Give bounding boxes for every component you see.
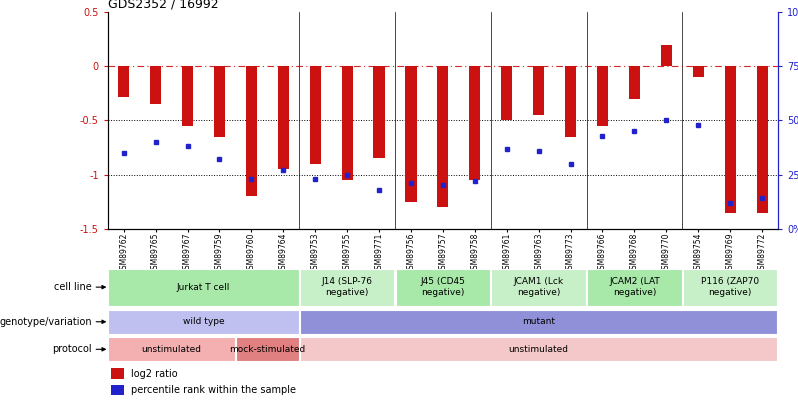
Bar xyxy=(109,310,298,334)
Bar xyxy=(111,385,124,395)
Bar xyxy=(310,66,321,164)
Bar xyxy=(182,66,193,126)
Bar xyxy=(725,66,736,213)
Text: genotype/variation: genotype/variation xyxy=(0,317,92,327)
Bar xyxy=(109,337,235,361)
Text: wild type: wild type xyxy=(183,317,224,326)
Bar xyxy=(501,66,512,121)
Bar xyxy=(373,66,385,158)
Text: JCAM2 (LAT
negative): JCAM2 (LAT negative) xyxy=(609,277,660,297)
Text: Jurkat T cell: Jurkat T cell xyxy=(177,283,230,292)
Text: unstimulated: unstimulated xyxy=(141,345,202,354)
Text: JCAM1 (Lck
negative): JCAM1 (Lck negative) xyxy=(514,277,563,297)
Text: unstimulated: unstimulated xyxy=(508,345,569,354)
Bar xyxy=(118,66,129,97)
Text: cell line: cell line xyxy=(54,282,92,292)
Text: mutant: mutant xyxy=(522,317,555,326)
Bar xyxy=(437,66,448,207)
Bar xyxy=(109,269,298,306)
Bar xyxy=(492,269,586,306)
Bar xyxy=(693,66,704,77)
Bar xyxy=(236,337,298,361)
Text: mock-stimulated: mock-stimulated xyxy=(229,345,306,354)
Text: P116 (ZAP70
negative): P116 (ZAP70 negative) xyxy=(701,277,759,297)
Bar xyxy=(214,66,225,137)
Bar xyxy=(587,269,681,306)
Bar xyxy=(246,66,257,196)
Bar xyxy=(469,66,480,180)
Text: J45 (CD45
negative): J45 (CD45 negative) xyxy=(421,277,465,297)
Bar xyxy=(150,66,161,104)
Bar xyxy=(300,269,394,306)
Text: log2 ratio: log2 ratio xyxy=(131,369,178,379)
Text: J14 (SLP-76
negative): J14 (SLP-76 negative) xyxy=(322,277,373,297)
Bar xyxy=(111,368,124,379)
Bar xyxy=(342,66,353,180)
Text: protocol: protocol xyxy=(52,344,92,354)
Bar xyxy=(278,66,289,169)
Text: GDS2352 / 16992: GDS2352 / 16992 xyxy=(108,0,219,11)
Bar xyxy=(757,66,768,213)
Text: percentile rank within the sample: percentile rank within the sample xyxy=(131,385,296,395)
Bar xyxy=(629,66,640,99)
Bar xyxy=(597,66,608,126)
Bar xyxy=(300,337,777,361)
Bar xyxy=(533,66,544,115)
Bar xyxy=(661,45,672,66)
Bar xyxy=(405,66,417,202)
Bar xyxy=(396,269,490,306)
Bar xyxy=(300,310,777,334)
Bar xyxy=(565,66,576,137)
Bar xyxy=(683,269,777,306)
